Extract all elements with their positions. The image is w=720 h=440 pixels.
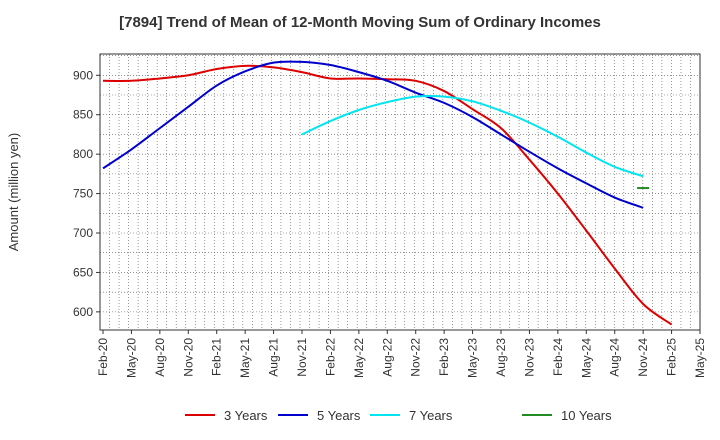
x-tick-label: May-21 (238, 338, 252, 378)
x-tick-label: May-23 (466, 338, 480, 378)
x-tick-label: Nov-22 (409, 338, 423, 377)
x-tick-label: Feb-21 (210, 338, 224, 376)
series-line-7-years (301, 94, 644, 178)
x-tick-label: May-20 (124, 338, 138, 378)
chart-title: [7894] Trend of Mean of 12-Month Moving … (119, 14, 601, 31)
y-tick-label: 750 (73, 187, 93, 201)
series-lines (102, 60, 673, 326)
x-tick-label: Aug-23 (494, 338, 508, 377)
y-axis-title: Amount (million yen) (6, 133, 21, 252)
x-tick-label: Feb-24 (551, 338, 565, 376)
y-tick-label: 800 (73, 147, 93, 161)
y-tick-label: 600 (73, 305, 93, 319)
legend-label-10-years: 10 Years (561, 408, 612, 423)
x-tick-label: Aug-24 (608, 338, 622, 377)
y-tick-label: 700 (73, 226, 93, 240)
x-tick-label: Nov-21 (295, 338, 309, 377)
legend-label-7-years: 7 Years (409, 408, 453, 423)
x-axis-ticks: Feb-20 May-20 Aug-20 Nov-20 Feb-21 May-21 Aug-… (96, 330, 707, 378)
grid-lines (100, 54, 700, 330)
x-tick-label: May-24 (579, 338, 593, 378)
y-tick-label: 650 (73, 265, 93, 279)
x-tick-label: Nov-20 (181, 338, 195, 377)
legend-label-5-years: 5 Years (317, 408, 361, 423)
x-tick-label: May-25 (693, 338, 707, 378)
series-line-3-years (102, 64, 673, 326)
legend: 3 Years 5 Years 7 Years 10 Years (185, 408, 612, 423)
x-tick-label: Feb-25 (665, 338, 679, 376)
x-tick-label: May-22 (352, 338, 366, 378)
x-tick-label: Nov-24 (636, 338, 650, 377)
x-tick-label: Aug-21 (267, 338, 281, 377)
y-tick-label: 900 (73, 68, 93, 82)
x-tick-label: Feb-20 (96, 338, 110, 376)
x-tick-label: Feb-23 (437, 338, 451, 376)
x-tick-label: Aug-20 (153, 338, 167, 377)
legend-label-3-years: 3 Years (224, 408, 268, 423)
plot-area (99, 53, 701, 331)
x-tick-label: Feb-22 (323, 338, 337, 376)
x-tick-label: Aug-22 (380, 338, 394, 377)
x-tick-label: Nov-23 (522, 338, 536, 377)
series-line-5-years (102, 60, 644, 209)
y-axis-ticks: 600 650 700 750 800 850 900 (73, 68, 100, 319)
y-tick-label: 850 (73, 108, 93, 122)
